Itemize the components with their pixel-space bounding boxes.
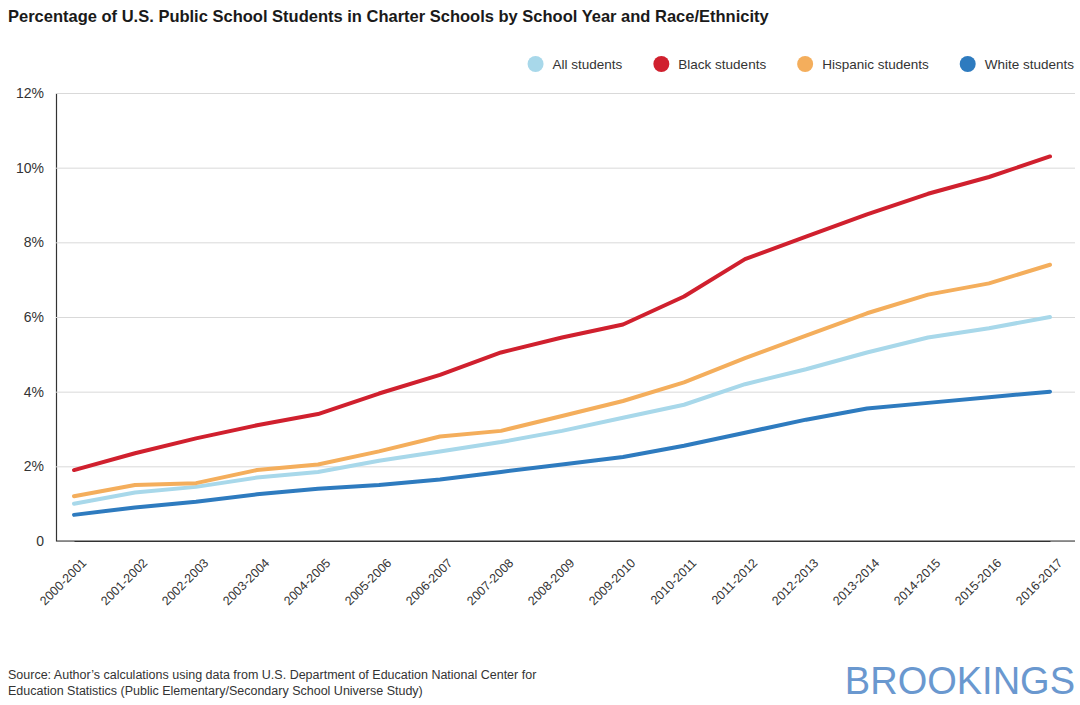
x-tick: 2014-2015 — [891, 541, 943, 608]
x-tick: 2010-2011 — [648, 541, 700, 607]
x-tick-label: 2011-2012 — [709, 556, 761, 608]
legend: All students Black students Hispanic stude… — [528, 56, 1075, 72]
source: Education Statistics (Public Elementary/… — [8, 684, 423, 698]
x-tick-label: 2004-2005 — [281, 556, 333, 608]
y-tick-label: 10% — [16, 160, 44, 176]
legend-label: All students — [553, 57, 623, 72]
series-line — [74, 156, 1050, 470]
x-tick: 2003-2004 — [220, 541, 272, 608]
x-tick-label: 2008-2009 — [525, 556, 577, 608]
grid-line — [56, 168, 1075, 169]
x-tick-label: 2014-2015 — [891, 556, 943, 608]
x-tick: 2013-2014 — [830, 541, 882, 608]
legend-item: White students — [960, 56, 1075, 72]
series-line — [74, 265, 1050, 496]
y-tick-label: 12% — [16, 85, 44, 101]
legend-swatch — [528, 56, 544, 72]
x-tick-label: 2005-2006 — [342, 556, 394, 608]
y-tick: 4% — [24, 384, 1075, 400]
y-tick-label: 8% — [24, 234, 44, 250]
x-tick: 2002-2003 — [159, 541, 211, 608]
lines — [74, 156, 1050, 514]
x-tick-label: 2015-2016 — [952, 556, 1004, 608]
legend-label: Black students — [678, 57, 766, 72]
x-tick-label: 2003-2004 — [220, 556, 272, 608]
series-line — [74, 392, 1050, 515]
x-tick-label: 2009-2010 — [586, 556, 638, 608]
y-tick: 8% — [24, 234, 1075, 250]
x-tick: 2012-2013 — [769, 541, 821, 608]
x-tick: 2001-2002 — [98, 541, 150, 608]
grid-line — [56, 317, 1075, 318]
x-tick: 2000-2001 — [37, 541, 89, 608]
x-axis: 2000-20012001-20022002-20032003-20042004… — [37, 541, 1065, 608]
legend-swatch — [797, 56, 813, 72]
grid-line — [56, 541, 1075, 542]
y-tick-label: 0 — [36, 533, 44, 549]
title: Percentage of U.S. Public School Student… — [8, 7, 770, 25]
grid-line — [56, 242, 1075, 243]
plot-baseline — [56, 540, 1075, 541]
legend-item: Black students — [653, 56, 766, 72]
x-tick: 2006-2007 — [403, 541, 455, 608]
legend-label: White students — [985, 57, 1075, 72]
x-tick: 2016-2017 — [1013, 541, 1065, 608]
x-tick-label: 2001-2002 — [98, 556, 150, 608]
y-axis: 0 2% 4% 6% 8% 10% 12% — [16, 85, 1075, 549]
x-tick-label: 2012-2013 — [769, 556, 821, 608]
x-tick: 2009-2010 — [586, 541, 638, 608]
legend-item: Hispanic students — [797, 56, 929, 72]
x-tick: 2004-2005 — [281, 541, 333, 608]
x-tick: 2011-2012 — [709, 541, 761, 607]
legend-item: All students — [528, 56, 623, 72]
logo: BROOKINGS — [845, 660, 1075, 702]
y-tick-label: 4% — [24, 384, 44, 400]
y-tick: 10% — [16, 160, 1075, 176]
legend-swatch — [960, 56, 976, 72]
chart: Percentage of U.S. Public School Student… — [0, 0, 1080, 705]
x-tick-label: 2016-2017 — [1013, 556, 1065, 608]
x-tick-label: 2006-2007 — [403, 556, 455, 608]
series-line — [74, 317, 1050, 504]
x-tick-label: 2002-2003 — [159, 556, 211, 608]
source: Source: Author’s calculations using data… — [8, 668, 536, 682]
legend-swatch — [653, 56, 669, 72]
x-tick: 2008-2009 — [525, 541, 577, 608]
grid-line — [56, 392, 1075, 393]
x-tick-label: 2010-2011 — [648, 556, 700, 608]
grid-line — [56, 93, 1075, 94]
y-tick-label: 6% — [24, 309, 44, 325]
x-tick: 2015-2016 — [952, 541, 1004, 608]
x-tick: 2007-2008 — [464, 541, 516, 608]
x-tick-label: 2000-2001 — [37, 556, 89, 608]
y-tick: 12% — [16, 85, 1075, 101]
x-tick-label: 2013-2014 — [830, 556, 882, 608]
y-tick: 6% — [24, 309, 1075, 325]
y-tick: 0 — [36, 533, 1075, 549]
x-tick-label: 2007-2008 — [464, 556, 516, 608]
legend-label: Hispanic students — [822, 57, 929, 72]
grid-line — [56, 466, 1075, 467]
y-tick-label: 2% — [24, 458, 44, 474]
x-tick: 2005-2006 — [342, 541, 394, 608]
